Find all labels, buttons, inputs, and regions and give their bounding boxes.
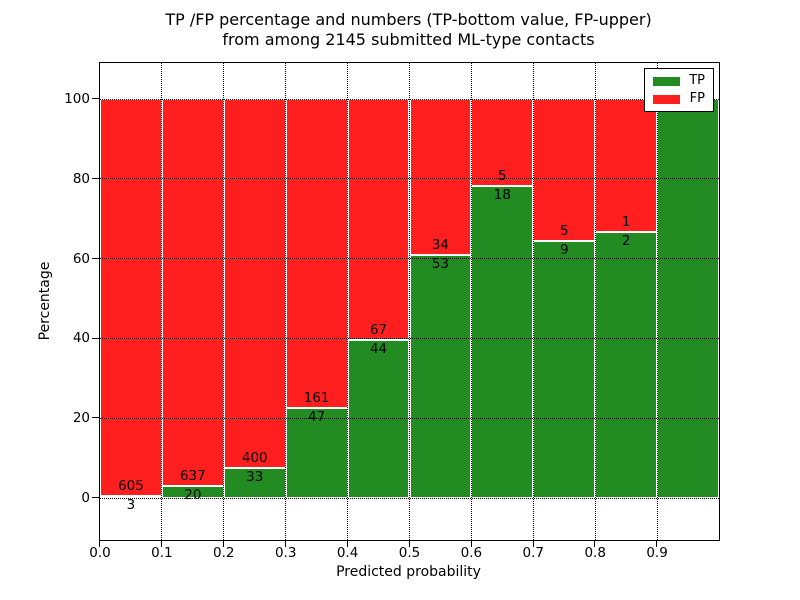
y-tick-label: 0: [81, 490, 90, 506]
tp-count-label: 53: [431, 255, 450, 272]
vertical-gridline: [409, 63, 410, 540]
horizontal-gridline: [100, 98, 719, 100]
fp-count-label: 5: [559, 223, 569, 240]
vertical-gridline: [594, 63, 596, 540]
vertical-gridline: [223, 63, 225, 540]
legend-item-fp: FP: [653, 91, 705, 107]
x-tick-label: 0.0: [89, 545, 111, 561]
bar-segment-fp: [347, 99, 410, 340]
legend-label-fp: FP: [689, 91, 705, 106]
x-axis-tick: [594, 540, 596, 547]
x-axis-tick: [346, 540, 348, 547]
fp-count-label: 5: [498, 167, 507, 184]
fp-count-label: 1: [621, 214, 631, 230]
tp-count-label: 18: [493, 186, 511, 203]
x-axis-tick: [99, 540, 101, 547]
tp-count-label: 9: [559, 242, 569, 259]
chart-title-line1: TP /FP percentage and numbers (TP-bottom…: [165, 10, 652, 29]
y-tick-label: 20: [72, 410, 90, 427]
chart-title: TP /FP percentage and numbers (TP-bottom…: [99, 10, 718, 50]
vertical-gridline: [285, 63, 287, 540]
x-axis-tick: [656, 540, 658, 547]
fp-count-label: 605: [118, 478, 144, 495]
x-tick-label: 0.2: [213, 545, 235, 561]
x-axis-tick: [161, 540, 163, 547]
bar-segment-tp: [223, 467, 286, 498]
x-tick-label: 0.1: [151, 545, 173, 561]
bar-segment-fp: [161, 99, 224, 486]
x-axis-tick: [532, 540, 534, 547]
bar-segment-fp: [223, 99, 286, 468]
bar-segment-tp: [285, 407, 348, 498]
vertical-gridline: [470, 63, 472, 540]
bar-segment-tp: [657, 99, 719, 498]
legend-label-tp: TP: [689, 73, 705, 88]
horizontal-gridline: [100, 178, 719, 180]
horizontal-gridline: [100, 258, 719, 260]
x-tick-label: 0.9: [646, 545, 668, 561]
tp-count-label: 47: [308, 408, 326, 425]
y-axis-tick: [92, 497, 99, 499]
y-axis-tick: [92, 178, 99, 180]
legend: TP FP: [644, 68, 714, 112]
y-axis-tick: [92, 417, 99, 419]
horizontal-gridline: [100, 337, 719, 339]
tp-count-label: 3: [126, 497, 136, 514]
bar-segment-fp: [285, 99, 348, 408]
bar-segment-fp: [595, 99, 658, 232]
vertical-gridline: [347, 63, 349, 540]
x-tick-label: 0.6: [460, 545, 483, 561]
fp-count-label: 400: [241, 449, 268, 466]
legend-item-tp: TP: [653, 73, 705, 89]
horizontal-gridline: [100, 417, 719, 419]
fp-count-label: 34: [431, 236, 450, 253]
y-axis-tick: [92, 257, 99, 259]
chart-title-line2: from among 2145 submitted ML-type contac…: [222, 30, 595, 49]
vertical-gridline: [656, 63, 658, 540]
fp-count-label: 67: [369, 321, 388, 338]
bar-segment-fp: [533, 99, 596, 242]
x-tick-label: 0.5: [398, 545, 421, 561]
tp-count-label: 33: [246, 468, 264, 485]
horizontal-gridline: [100, 497, 719, 499]
bar-segment-tp: [409, 254, 472, 498]
vertical-gridline: [161, 63, 163, 540]
fp-color-swatch: [653, 94, 680, 104]
y-tick-label: 60: [72, 250, 90, 267]
x-tick-label: 0.7: [522, 545, 545, 561]
bar-segment-fp: [100, 99, 162, 497]
bar-segment-tp: [347, 339, 410, 498]
x-axis-tick: [470, 540, 472, 547]
x-tick-label: 0.4: [336, 545, 359, 561]
x-axis-label: Predicted probability: [336, 564, 481, 580]
x-axis-tick: [223, 540, 225, 547]
bar-segment-tp: [471, 185, 534, 498]
x-axis-tick: [408, 540, 410, 547]
x-tick-label: 0.3: [274, 545, 297, 561]
tp-count-label: 44: [369, 340, 388, 357]
bar-segment-fp: [409, 99, 472, 255]
bar-segment-tp: [595, 231, 658, 498]
x-tick-label: 0.8: [584, 545, 606, 561]
vertical-gridline: [532, 63, 534, 540]
x-axis-tick: [284, 540, 286, 547]
plot-area: 60536372040033161476744345351859121: [99, 62, 720, 541]
y-tick-label: 40: [72, 330, 90, 347]
tp-count-label: 2: [621, 232, 631, 249]
y-axis-tick: [92, 337, 99, 339]
tp-count-label: 20: [184, 486, 202, 503]
y-axis-tick: [92, 98, 99, 100]
fp-count-label: 637: [179, 467, 206, 484]
y-tick-label: 100: [64, 91, 90, 107]
bar-segment-tp: [533, 241, 596, 498]
tp-color-swatch: [653, 76, 680, 86]
y-tick-label: 80: [72, 170, 90, 187]
fp-count-label: 161: [303, 389, 330, 406]
